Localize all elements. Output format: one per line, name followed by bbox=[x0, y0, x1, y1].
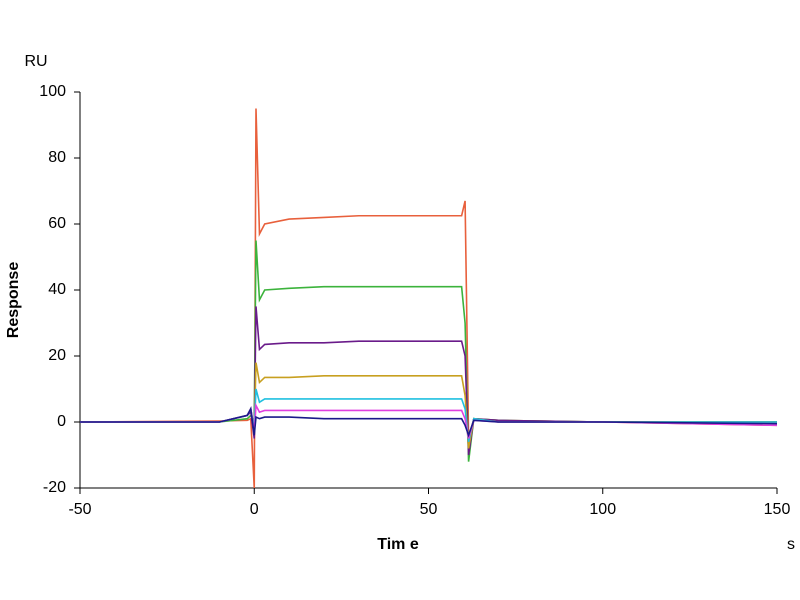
y-tick-label: 100 bbox=[39, 83, 66, 100]
series-line bbox=[80, 240, 777, 462]
y-unit: RU bbox=[24, 53, 47, 70]
x-axis-title: Tim e bbox=[377, 536, 419, 553]
y-tick-label: 40 bbox=[48, 281, 66, 298]
y-tick-label: 20 bbox=[48, 347, 66, 364]
y-axis-title: Response bbox=[5, 262, 22, 339]
series-line bbox=[80, 362, 777, 449]
y-tick-label: 80 bbox=[48, 149, 66, 166]
x-unit: s bbox=[787, 536, 795, 553]
series-line bbox=[80, 306, 777, 456]
x-tick-label: 150 bbox=[764, 501, 791, 518]
series-line bbox=[80, 406, 778, 438]
y-tick-label: 0 bbox=[57, 413, 66, 430]
series-line bbox=[79, 108, 778, 489]
series-line bbox=[80, 388, 777, 442]
x-tick-label: -50 bbox=[68, 501, 91, 518]
x-tick-label: 50 bbox=[420, 501, 438, 518]
x-tick-label: 0 bbox=[250, 501, 259, 518]
x-tick-label: 100 bbox=[589, 501, 616, 518]
y-tick-label: 60 bbox=[48, 215, 66, 232]
y-tick-label: -20 bbox=[43, 479, 66, 496]
